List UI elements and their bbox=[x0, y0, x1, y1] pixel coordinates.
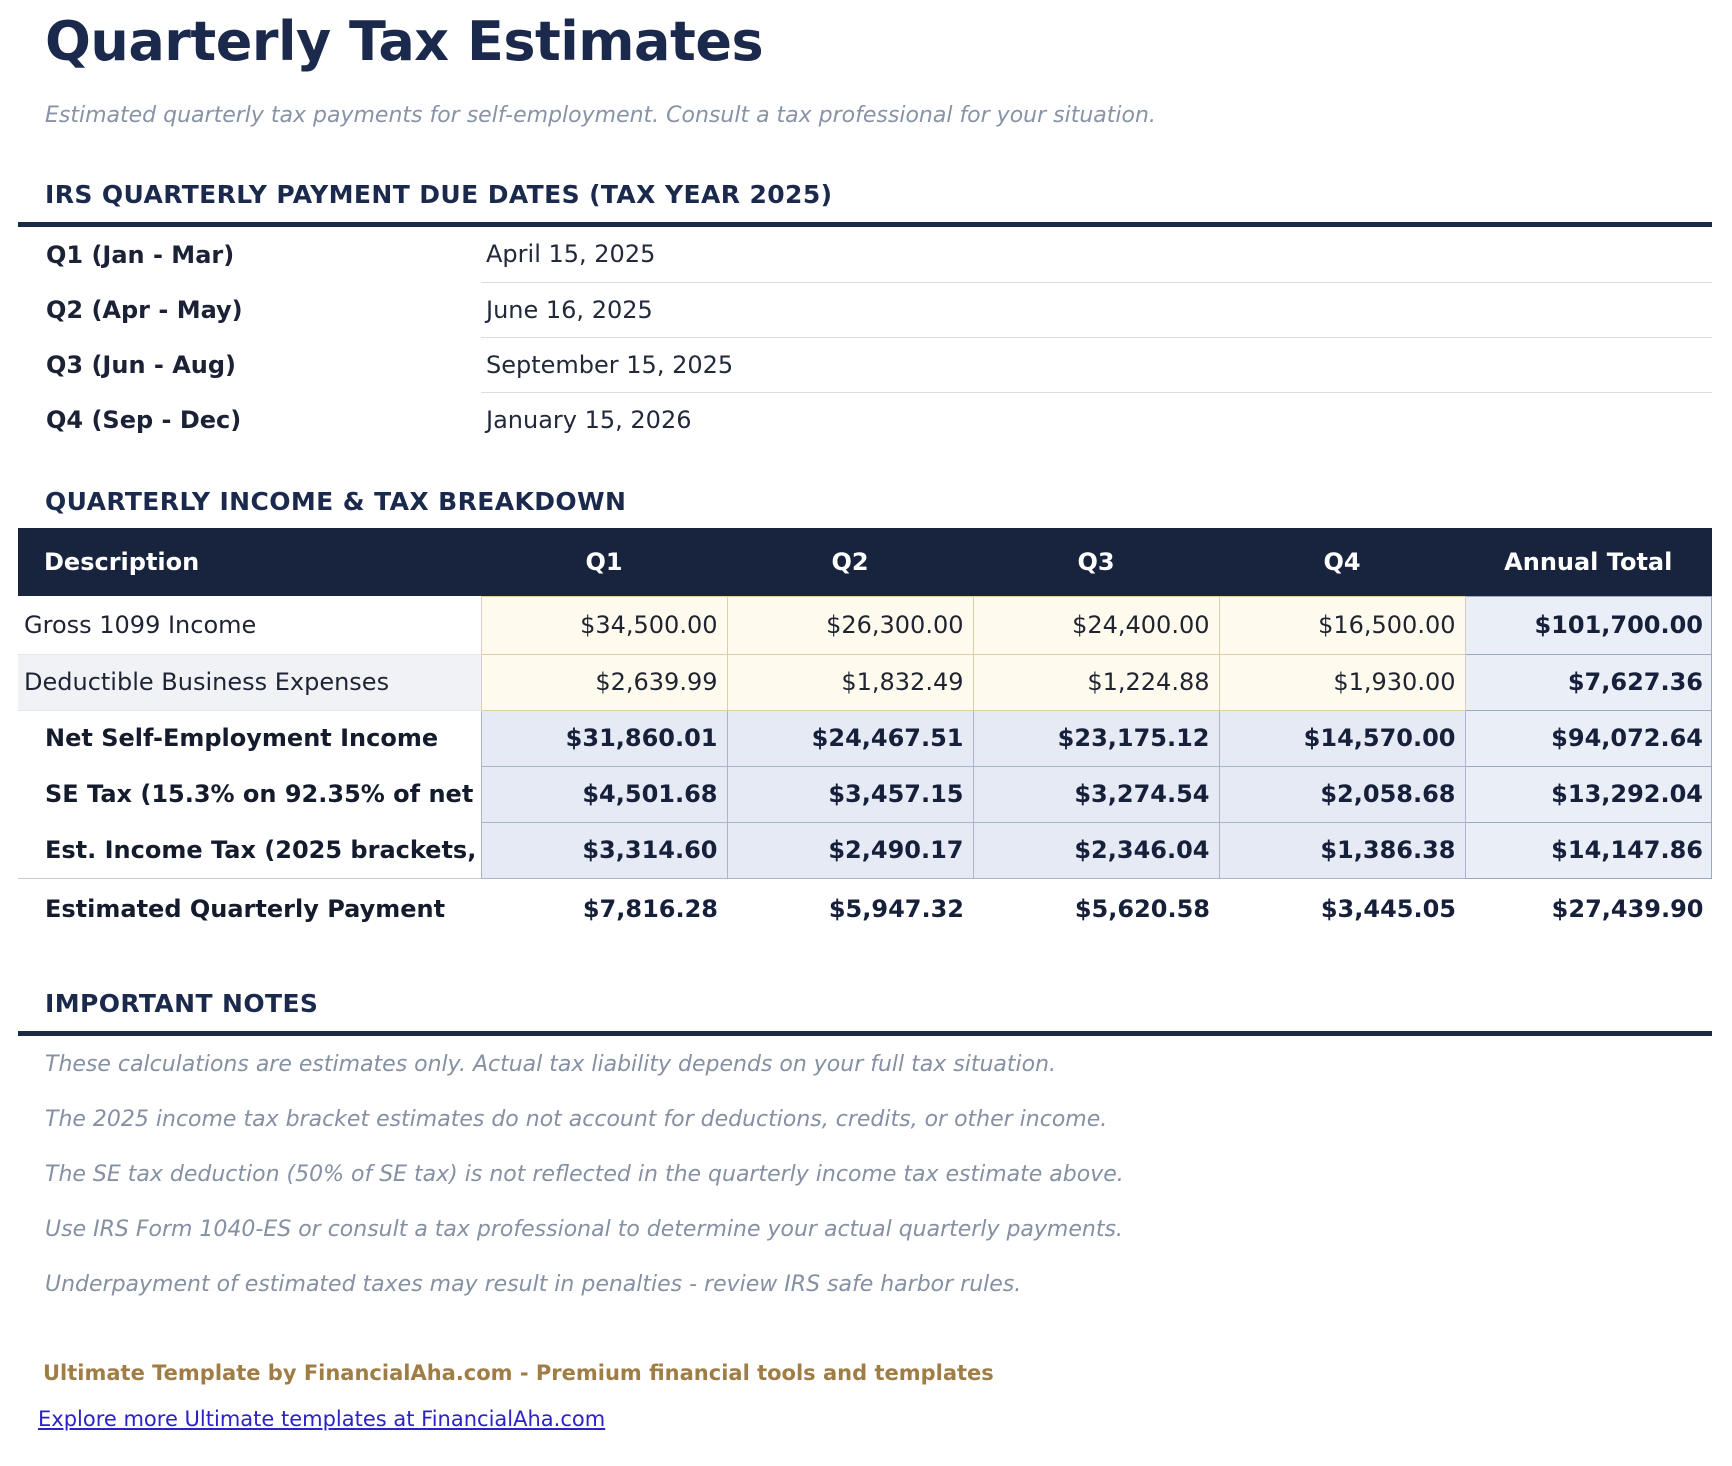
row-label: Deductible Business Expenses bbox=[18, 654, 481, 711]
cell-q2: $5,947.32 bbox=[727, 877, 973, 940]
cell-annual-total: $14,147.86 bbox=[1464, 821, 1712, 879]
cell-annual-total: $94,072.64 bbox=[1464, 709, 1712, 767]
cell-q2: $1,832.49 bbox=[726, 653, 974, 711]
breakdown-table: Description Q1 Q2 Q3 Q4 Annual Total Gro… bbox=[18, 528, 1712, 940]
cell-q1: $3,314.60 bbox=[480, 821, 728, 879]
due-dates-table: Q1 (Jan - Mar) April 15, 2025 Q2 (Apr - … bbox=[18, 227, 1712, 447]
row-label: Gross 1099 Income bbox=[18, 596, 481, 655]
due-date-row: Q3 (Jun - Aug) September 15, 2025 bbox=[18, 337, 1712, 393]
cell-q4: $3,445.05 bbox=[1219, 877, 1465, 940]
due-date-quarter-label: Q2 (Apr - May) bbox=[46, 295, 243, 324]
cell-annual-total: $13,292.04 bbox=[1464, 765, 1712, 823]
note-item: Underpayment of estimated taxes may resu… bbox=[45, 1272, 1022, 1297]
cell-q3: $23,175.12 bbox=[972, 709, 1220, 767]
cell-annual-total: $27,439.90 bbox=[1465, 877, 1712, 940]
due-date-value: January 15, 2026 bbox=[486, 405, 692, 434]
cell-q2: $2,490.17 bbox=[726, 821, 974, 879]
section-heading-due-dates: IRS QUARTERLY PAYMENT DUE DATES (TAX YEA… bbox=[45, 180, 833, 209]
column-header-q2: Q2 bbox=[831, 547, 869, 576]
note-item: These calculations are estimates only. A… bbox=[45, 1052, 1057, 1077]
table-row-net-se-income: Net Self-Employment Income $31,860.01 $2… bbox=[18, 709, 1712, 767]
row-label: Estimated Quarterly Payment bbox=[18, 877, 481, 940]
cell-q1: $34,500.00 bbox=[480, 595, 728, 655]
due-date-quarter-label: Q4 (Sep - Dec) bbox=[46, 405, 242, 434]
cell-q2: $24,467.51 bbox=[726, 709, 974, 767]
cell-q4: $14,570.00 bbox=[1218, 709, 1466, 767]
table-row-estimated-quarterly-payment: Estimated Quarterly Payment $7,816.28 $5… bbox=[18, 877, 1712, 940]
column-header-description: Description bbox=[44, 548, 200, 576]
cell-q2: $26,300.00 bbox=[726, 595, 974, 655]
note-item: The 2025 income tax bracket estimates do… bbox=[45, 1107, 1108, 1132]
cell-q2: $3,457.15 bbox=[726, 765, 974, 823]
cell-q4: $16,500.00 bbox=[1218, 595, 1466, 655]
due-date-row: Q4 (Sep - Dec) January 15, 2026 bbox=[18, 392, 1712, 447]
cell-q1: $7,816.28 bbox=[481, 877, 727, 940]
due-date-row: Q2 (Apr - May) June 16, 2025 bbox=[18, 282, 1712, 338]
footer-branding: Ultimate Template by FinancialAha.com - … bbox=[43, 1361, 994, 1385]
table-row-gross-income: Gross 1099 Income $34,500.00 $26,300.00 … bbox=[18, 595, 1712, 655]
column-header-q3: Q3 bbox=[1077, 547, 1115, 576]
cell-q3: $24,400.00 bbox=[972, 595, 1220, 655]
section-rule bbox=[18, 222, 1712, 227]
due-date-value: June 16, 2025 bbox=[481, 282, 1712, 338]
table-row-est-income-tax: Est. Income Tax (2025 brackets, single) … bbox=[18, 821, 1712, 879]
column-header-q4: Q4 bbox=[1323, 547, 1361, 576]
page-title: Quarterly Tax Estimates bbox=[45, 10, 764, 73]
breakdown-header-row: Description Q1 Q2 Q3 Q4 Annual Total bbox=[18, 528, 1712, 596]
footer-explore-link[interactable]: Explore more Ultimate templates at Finan… bbox=[38, 1407, 606, 1431]
due-date-quarter-label: Q1 (Jan - Mar) bbox=[46, 240, 235, 269]
cell-q1: $31,860.01 bbox=[480, 709, 728, 767]
document-page: Quarterly Tax Estimates Estimated quarte… bbox=[0, 10, 1732, 1431]
table-row-expenses: Deductible Business Expenses $2,639.99 $… bbox=[18, 653, 1712, 711]
cell-q3: $3,274.54 bbox=[972, 765, 1220, 823]
cell-q4: $1,930.00 bbox=[1218, 653, 1466, 711]
table-row-se-tax: SE Tax (15.3% on 92.35% of net income) $… bbox=[18, 765, 1712, 823]
note-item: Use IRS Form 1040-ES or consult a tax pr… bbox=[45, 1217, 1123, 1242]
cell-q4: $1,386.38 bbox=[1218, 821, 1466, 879]
cell-q3: $2,346.04 bbox=[972, 821, 1220, 879]
notes-list: These calculations are estimates only. A… bbox=[45, 1051, 1712, 1299]
section-rule bbox=[18, 1031, 1712, 1036]
cell-q1: $2,639.99 bbox=[480, 653, 728, 711]
due-date-row: Q1 (Jan - Mar) April 15, 2025 bbox=[18, 227, 1712, 283]
page-subtitle: Estimated quarterly tax payments for sel… bbox=[45, 103, 1156, 128]
cell-q4: $2,058.68 bbox=[1218, 765, 1466, 823]
row-label: Est. Income Tax (2025 brackets, single) bbox=[18, 822, 481, 878]
note-item: The SE tax deduction (50% of SE tax) is … bbox=[45, 1162, 1124, 1187]
section-heading-notes: IMPORTANT NOTES bbox=[45, 989, 319, 1018]
cell-q1: $4,501.68 bbox=[480, 765, 728, 823]
due-date-quarter-label: Q3 (Jun - Aug) bbox=[46, 350, 237, 379]
due-date-value: April 15, 2025 bbox=[481, 227, 1712, 283]
section-heading-breakdown: QUARTERLY INCOME & TAX BREAKDOWN bbox=[45, 487, 627, 516]
row-label: Net Self-Employment Income bbox=[18, 710, 481, 766]
cell-annual-total: $101,700.00 bbox=[1464, 595, 1712, 655]
column-header-annual-total: Annual Total bbox=[1504, 547, 1673, 576]
cell-annual-total: $7,627.36 bbox=[1464, 653, 1712, 711]
column-header-q1: Q1 bbox=[585, 547, 623, 576]
cell-q3: $5,620.58 bbox=[973, 877, 1219, 940]
due-date-value: September 15, 2025 bbox=[481, 337, 1712, 393]
cell-q3: $1,224.88 bbox=[972, 653, 1220, 711]
row-label: SE Tax (15.3% on 92.35% of net income) bbox=[18, 766, 481, 822]
